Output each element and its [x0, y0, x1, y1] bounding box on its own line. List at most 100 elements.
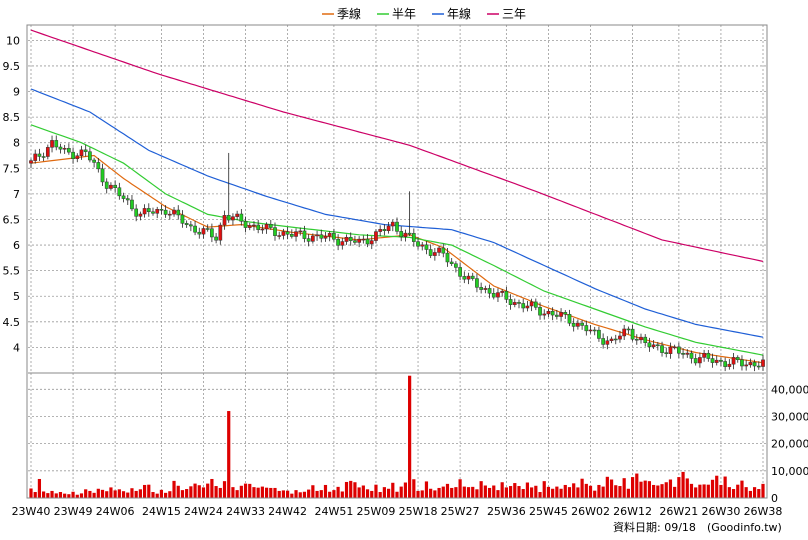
volume-bar-69 [319, 490, 323, 498]
volume-bar-88 [399, 486, 403, 498]
candle-body-23 [125, 198, 130, 201]
price-tick-label-1: 9.5 [3, 60, 21, 73]
volume-bar-36 [180, 490, 185, 498]
volume-bar-31 [159, 489, 164, 498]
volume-bar-168 [736, 484, 740, 498]
volume-bar-162 [710, 479, 715, 498]
x-tick-label-7: 24W51 [314, 505, 353, 518]
volume-bar-91 [412, 479, 416, 498]
volume-bar-55 [260, 486, 264, 498]
price-tick-label-12: 4 [13, 341, 20, 354]
candle-body-127 [563, 312, 568, 315]
price-tick-label-6: 7 [13, 188, 20, 201]
candle-body-109 [487, 288, 492, 294]
volume-bar-33 [168, 491, 172, 498]
candle-body-51 [243, 221, 248, 228]
volume-bar-6 [54, 493, 58, 498]
volume-bar-118 [525, 482, 530, 498]
volume-bar-65 [302, 491, 307, 498]
candle-body-0 [29, 160, 33, 164]
volume-bar-116 [517, 486, 521, 498]
volume-bar-66 [307, 489, 311, 498]
volume-bar-133 [588, 485, 593, 498]
volume-bar-59 [277, 490, 281, 498]
volume-bar-139 [614, 485, 618, 498]
volume-bar-164 [719, 484, 723, 498]
volume-bar-129 [572, 483, 576, 498]
volume-bar-173 [757, 489, 761, 498]
legend-label-2: 年線 [447, 6, 471, 21]
volume-bar-160 [702, 484, 706, 498]
candle-body-78 [357, 238, 361, 243]
price-tick-label-5: 7.5 [3, 162, 21, 175]
volume-bar-153 [673, 486, 677, 498]
volume-bar-2 [37, 478, 42, 498]
candle-body-101 [454, 263, 458, 268]
price-tick-label-3: 8.5 [3, 111, 21, 124]
ma-line-ma_halfyear [30, 124, 764, 356]
volume-bar-18 [105, 491, 109, 498]
candlesticks [29, 135, 765, 372]
price-grid [28, 25, 766, 498]
volume-bar-16 [96, 488, 100, 498]
volume-bar-48 [231, 487, 235, 498]
volume-bar-98 [441, 486, 445, 498]
volume-tick-label-4: 0 [771, 492, 778, 505]
volume-bar-39 [193, 483, 197, 498]
volume-bar-102 [458, 479, 462, 498]
volume-bar-126 [559, 488, 563, 498]
x-tick-label-3: 24W15 [142, 505, 181, 518]
price-tick-label-7: 6.5 [3, 213, 21, 226]
volume-bar-136 [601, 486, 605, 498]
candle-body-45 [218, 224, 223, 241]
candle-body-63 [294, 231, 298, 237]
volume-bar-80 [365, 489, 370, 498]
volume-bar-101 [454, 487, 458, 498]
volume-bar-90 [408, 375, 412, 498]
candle-body-108 [483, 288, 488, 290]
candle-body-105 [470, 275, 475, 279]
volume-bar-85 [386, 488, 391, 498]
volume-bar-146 [643, 480, 647, 498]
candle-body-60 [281, 231, 286, 236]
candle-body-10 [71, 151, 75, 159]
volume-bar-172 [752, 487, 757, 498]
volume-bar-45 [218, 487, 222, 498]
candle-body-32 [163, 209, 168, 215]
volume-bar-104 [466, 487, 471, 498]
candle-body-156 [685, 352, 690, 355]
candle-body-15 [92, 159, 96, 163]
volume-bar-81 [370, 490, 374, 498]
volume-bar-53 [252, 487, 256, 498]
candle-body-96 [433, 252, 437, 256]
candle-body-26 [138, 213, 143, 217]
volume-bar-151 [664, 482, 668, 498]
candle-body-67 [311, 235, 315, 242]
volume-bar-37 [185, 489, 189, 498]
volume-bar-0 [29, 488, 33, 498]
candle-body-119 [529, 301, 534, 307]
volume-bar-20 [113, 490, 117, 498]
chart-legend: 季線 半年 年線 三年 [322, 6, 526, 21]
x-tick-label-15: 26W21 [659, 505, 698, 518]
candle-body-39 [193, 225, 197, 233]
candle-body-149 [655, 344, 660, 347]
candle-body-110 [491, 293, 496, 298]
candle-body-93 [420, 244, 425, 247]
volume-bar-26 [138, 489, 142, 498]
candle-body-85 [386, 225, 391, 231]
volume-bar-132 [584, 483, 588, 498]
x-tick-label-6: 24W42 [268, 505, 307, 518]
candle-body-161 [706, 352, 711, 359]
legend-label-3: 三年 [502, 7, 526, 21]
plot-frame [26, 24, 768, 499]
volume-bar-25 [134, 490, 138, 498]
candle-body-99 [445, 252, 450, 263]
candle-body-74 [340, 241, 345, 246]
candle-body-87 [395, 221, 399, 232]
candle-body-3 [41, 156, 46, 158]
volume-tick-label-0: 40,000 [771, 383, 808, 396]
volume-bar-155 [681, 471, 685, 498]
volume-bar-150 [660, 484, 664, 498]
